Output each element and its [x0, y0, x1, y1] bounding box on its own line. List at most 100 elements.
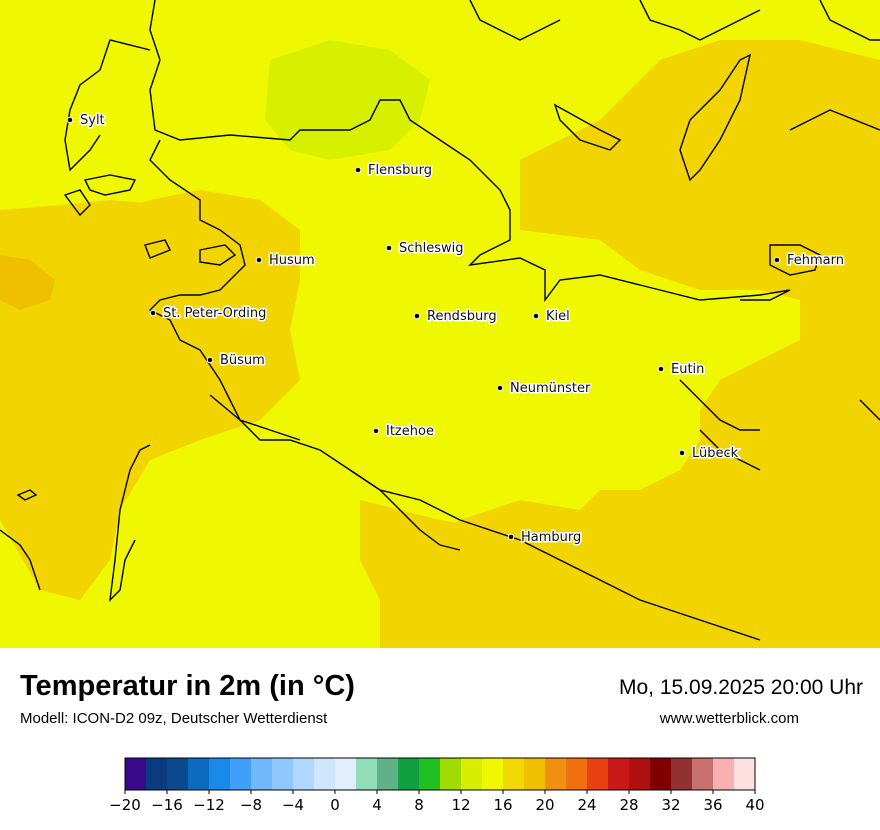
- legend-swatch: [125, 758, 147, 790]
- city-dot: [354, 166, 362, 174]
- city-label: Lübeck: [692, 446, 739, 461]
- city-label-halo: Kiel: [546, 309, 570, 324]
- city-label-halo: Fehmarn: [787, 253, 844, 268]
- legend-swatch: [167, 758, 189, 790]
- city-label: St. Peter-Ording: [163, 306, 266, 321]
- legend-tick-label: 4: [372, 796, 382, 814]
- website-link[interactable]: www.wetterblick.com: [659, 710, 799, 727]
- legend-swatch: [272, 758, 294, 790]
- city-label: Hamburg: [521, 530, 581, 545]
- model-source: Modell: ICON-D2 09z, Deutscher Wetterdie…: [20, 710, 328, 727]
- city-dot: [773, 256, 781, 264]
- legend-swatch: [671, 758, 693, 790]
- legend-tick-label: 16: [493, 796, 512, 814]
- legend-tick-label: 0: [330, 796, 340, 814]
- legend-swatch: [566, 758, 588, 790]
- map-zone-warm-east: [600, 140, 880, 648]
- city-label: Kiel: [546, 309, 570, 324]
- city-label-halo: Flensburg: [368, 163, 432, 178]
- city-label-halo: Neumünster: [510, 381, 591, 396]
- legend-tick-label: 28: [619, 796, 638, 814]
- city-label-halo: Schleswig: [399, 241, 464, 256]
- legend-swatch: [608, 758, 630, 790]
- legend-tick-label: −12: [193, 796, 225, 814]
- map-zone-yellow: [0, 0, 880, 648]
- city-dot: [149, 309, 157, 317]
- coastlines: [0, 0, 880, 641]
- legend-tick-label: −8: [240, 796, 262, 814]
- city-dot: [413, 312, 421, 320]
- city-dot: [255, 256, 263, 264]
- city-label-halo: Hamburg: [521, 530, 581, 545]
- city-dot: [532, 312, 540, 320]
- legend-border: [124, 757, 756, 791]
- legend-tick-label: 40: [745, 796, 764, 814]
- map-zone-warm-northeast: [520, 40, 880, 220]
- city-label: Sylt: [80, 113, 105, 128]
- city-label-halo: Husum: [269, 253, 315, 268]
- temperature-legend: −20 −16 −12 −8 −4 0 4 8 12 16 20 24 28 32 36 40: [109, 757, 765, 814]
- legend-swatch: [587, 758, 609, 790]
- city-label-halo: Itzehoe: [386, 424, 434, 439]
- legend-tick-label: −20: [109, 796, 141, 814]
- legend-swatch: [398, 758, 420, 790]
- legend-swatch: [692, 758, 714, 790]
- city-label: Eutin: [671, 362, 704, 377]
- legend-swatch: [440, 758, 462, 790]
- city-label: Büsum: [220, 353, 265, 368]
- city-label: Itzehoe: [386, 424, 434, 439]
- legend-tick-label: 32: [661, 796, 680, 814]
- legend-swatch: [188, 758, 210, 790]
- legend-swatch: [356, 758, 378, 790]
- city-label: Husum: [269, 253, 315, 268]
- legend-swatch: [461, 758, 483, 790]
- city-dot: [206, 356, 214, 364]
- city-label-halo: Rendsburg: [427, 309, 497, 324]
- legend-tick-label: 36: [703, 796, 722, 814]
- legend-tick-label: 8: [414, 796, 424, 814]
- legend-swatch: [314, 758, 336, 790]
- city-dot: [507, 533, 515, 541]
- legend-swatch: [629, 758, 651, 790]
- legend-tick-label: −4: [282, 796, 304, 814]
- city-label-halo: Sylt: [80, 113, 105, 128]
- map-zone-warm-west: [0, 200, 230, 470]
- legend-swatch: [650, 758, 672, 790]
- legend-ticks: −20 −16 −12 −8 −4 0 4 8 12 16 20 24 28 32 36 40: [109, 790, 765, 814]
- city-label: Rendsburg: [427, 309, 497, 324]
- legend-swatch: [482, 758, 504, 790]
- city-dot: [657, 365, 665, 373]
- legend-tick-label: 20: [535, 796, 554, 814]
- city-label-halo: Büsum: [220, 353, 265, 368]
- legend-swatch: [335, 758, 357, 790]
- legend-swatch: [146, 758, 168, 790]
- city-label-halo: St. Peter-Ording: [163, 306, 266, 321]
- city-label-halo: Lübeck: [692, 446, 739, 461]
- city-label: Neumünster: [510, 381, 591, 396]
- legend-swatch: [503, 758, 525, 790]
- legend-tick-label: −16: [151, 796, 183, 814]
- legend-swatch: [209, 758, 231, 790]
- legend-swatch: [251, 758, 273, 790]
- legend-swatch: [713, 758, 735, 790]
- legend-swatch: [734, 758, 756, 790]
- legend-swatch: [377, 758, 399, 790]
- city-label: Schleswig: [399, 241, 464, 256]
- legend-swatch: [545, 758, 567, 790]
- city-dot: [385, 244, 393, 252]
